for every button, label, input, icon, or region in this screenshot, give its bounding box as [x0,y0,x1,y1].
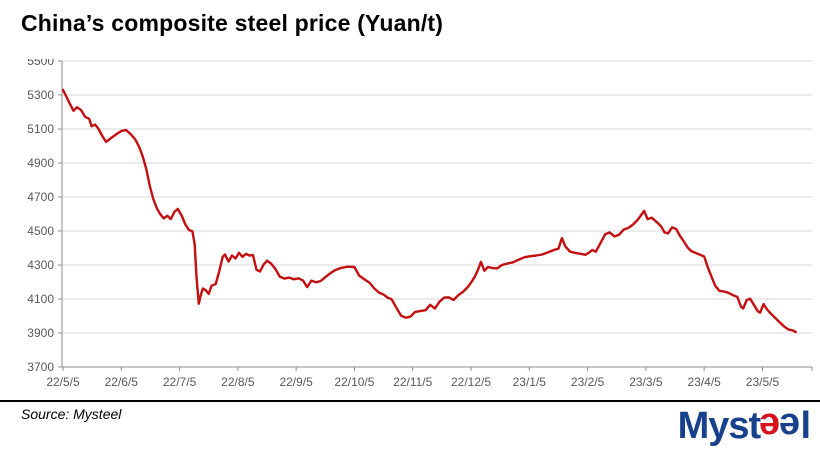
svg-text:4100: 4100 [27,292,54,306]
mysteel-logo: Mysteel [677,404,811,448]
svg-text:23/3/5: 23/3/5 [629,375,663,389]
price-series-line [61,88,797,334]
y-axis-labels: 5500 5300 5100 4900 4700 4500 4300 4100 3900 3700 [27,54,54,374]
svg-text:22/10/5: 22/10/5 [334,375,374,389]
svg-text:22/12/5: 22/12/5 [451,375,491,389]
svg-text:4700: 4700 [27,190,54,204]
svg-text:22/7/5: 22/7/5 [163,375,197,389]
svg-text:23/5/5: 23/5/5 [746,375,780,389]
logo-blue-e: e [780,405,801,447]
chart-canvas: 5500 5300 5100 4900 4700 4500 4300 4100 3900 3700… [27,54,813,389]
svg-text:23/1/5: 23/1/5 [513,375,547,389]
source-caption: Source: Mysteel [21,406,122,422]
svg-text:22/8/5: 22/8/5 [221,375,255,389]
steel-price-line-chart: 5500 5300 5100 4900 4700 4500 4300 4100 3900 3700… [0,54,820,399]
axes [58,60,813,371]
svg-text:23/4/5: 23/4/5 [687,375,721,389]
svg-text:22/6/5: 22/6/5 [105,375,139,389]
svg-text:4300: 4300 [27,258,54,272]
x-axis-labels: 22/5/5 22/6/5 22/7/5 22/8/5 22/9/5 22/10/5 22/… [46,375,779,389]
svg-text:3900: 3900 [27,326,54,340]
svg-text:5100: 5100 [27,122,54,136]
svg-text:4500: 4500 [27,224,54,238]
gridlines [62,60,812,334]
logo-text-prefix: Myst [677,405,762,447]
svg-text:5500: 5500 [27,59,54,68]
svg-text:4900: 4900 [27,156,54,170]
footer-divider [0,400,820,402]
svg-text:3700: 3700 [27,360,54,374]
page-title: China’s composite steel price (Yuan/t) [21,10,444,36]
svg-text:22/5/5: 22/5/5 [46,375,80,389]
svg-text:23/2/5: 23/2/5 [571,375,605,389]
svg-text:22/9/5: 22/9/5 [279,375,313,389]
svg-text:22/11/5: 22/11/5 [393,375,432,389]
logo-text-suffix: l [800,405,811,447]
logo-red-e: e [760,405,781,447]
svg-text:5300: 5300 [27,88,54,102]
